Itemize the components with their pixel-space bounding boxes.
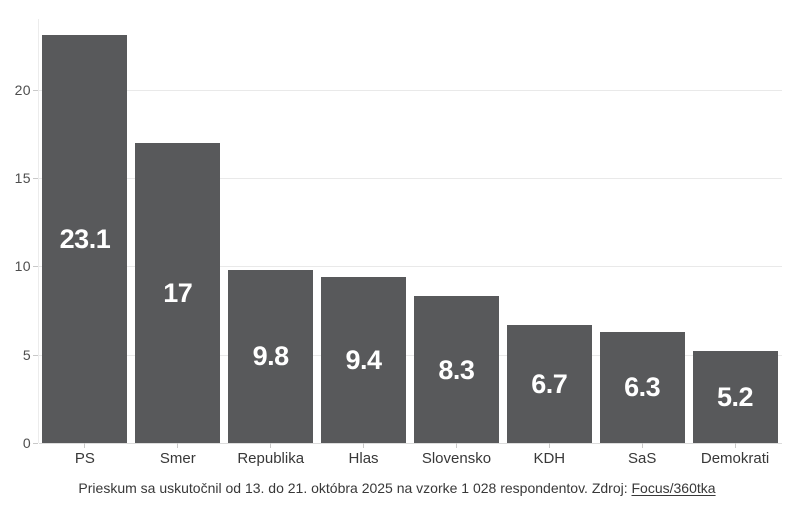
bar-value-SaS: 6.3	[624, 372, 661, 403]
x-axis-label-Slovensko: Slovensko	[421, 450, 492, 467]
bar-value-Smer: 17	[163, 277, 193, 308]
bar-Demokrati	[692, 351, 778, 443]
source-link[interactable]: Focus/360tka	[631, 480, 716, 496]
caption-text: Prieskum sa uskutočnil od 13. do 21. okt…	[78, 480, 632, 496]
chart-caption: Prieskum sa uskutočnil od 13. do 21. okt…	[0, 480, 794, 497]
x-axis-tick-Smer	[177, 443, 179, 448]
x-axis-tick-KDH	[548, 443, 550, 448]
x-axis-label-SaS: SaS	[628, 450, 657, 467]
gridline-15	[38, 178, 782, 179]
y-axis-tick-15	[33, 178, 38, 179]
x-axis-tick-Slovensko	[455, 443, 457, 448]
x-axis-label-KDH: KDH	[533, 450, 566, 467]
x-axis-line	[38, 443, 782, 444]
y-axis-label-5: 5	[22, 346, 31, 363]
bar-PS	[42, 34, 128, 443]
gridline-10	[38, 266, 782, 268]
bar-value-Slovensko: 8.3	[438, 354, 475, 385]
bar-value-KDH: 6.7	[531, 368, 568, 399]
y-axis-label-15: 15	[14, 170, 31, 186]
x-axis-tick-SaS	[641, 443, 643, 448]
y-axis-tick-10	[33, 266, 38, 268]
bar-value-Republika: 9.8	[252, 341, 290, 372]
bar-KDH	[506, 324, 592, 443]
x-axis-tick-Hlas	[363, 443, 365, 448]
y-axis-label-20: 20	[14, 81, 31, 98]
bar-Hlas	[321, 276, 407, 443]
bar-value-PS: 23.1	[59, 223, 111, 254]
x-axis-label-Republika: Republika	[237, 450, 305, 467]
x-axis-tick-PS	[84, 443, 86, 448]
y-axis-line	[38, 19, 39, 443]
bar-Republika	[228, 269, 314, 443]
gridline-20	[38, 89, 782, 91]
gridline-5	[38, 354, 782, 356]
y-axis-label-10: 10	[14, 258, 31, 275]
y-axis-label-0: 0	[22, 435, 31, 451]
y-axis-tick-5	[33, 354, 38, 356]
x-axis-label-Smer: Smer	[159, 450, 196, 467]
x-axis-tick-Demokrati	[734, 443, 736, 448]
x-axis-label-PS: PS	[74, 450, 95, 467]
bar-SaS	[599, 331, 685, 443]
y-axis-tick-20	[33, 89, 38, 91]
bar-Slovensko	[413, 296, 499, 443]
bar-value-Demokrati: 5.2	[717, 382, 754, 413]
x-axis-label-Hlas: Hlas	[348, 450, 379, 467]
x-axis-tick-Republika	[270, 443, 272, 448]
x-axis-label-Demokrati: Demokrati	[700, 450, 770, 467]
bar-Smer	[135, 142, 221, 443]
y-axis-tick-0	[33, 443, 38, 444]
bar-value-Hlas: 9.4	[345, 344, 383, 375]
